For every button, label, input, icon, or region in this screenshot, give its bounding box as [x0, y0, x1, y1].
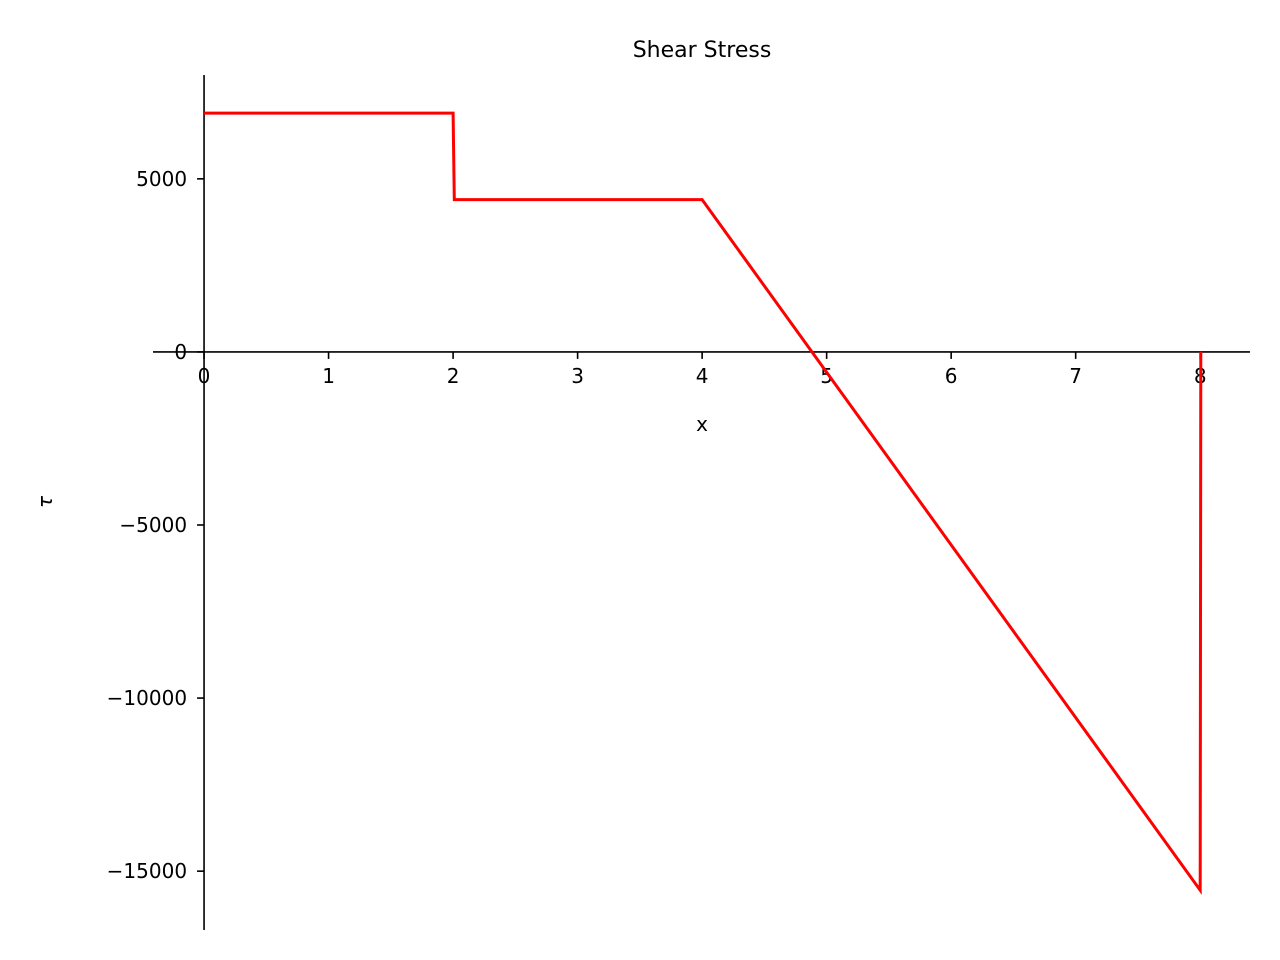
x-axis-label: x	[696, 412, 708, 436]
y-tick-label: 5000	[136, 167, 187, 191]
x-tick-label: 7	[1069, 364, 1082, 388]
axes	[153, 75, 1250, 930]
chart-title: Shear Stress	[633, 38, 772, 63]
y-tick-label: 0	[174, 340, 187, 364]
series-layer	[204, 111, 1203, 895]
y-tick-label: −15000	[107, 859, 187, 883]
x-tick-label: 2	[447, 364, 460, 388]
y-tick-label: −5000	[119, 513, 187, 537]
x-tick-label: 1	[322, 364, 335, 388]
x-tick-label: 3	[571, 364, 584, 388]
y-axis-label: τ	[33, 495, 57, 508]
x-tick-label: 4	[696, 364, 709, 388]
x-tick-label: 6	[945, 364, 958, 388]
x-tick-label: 0	[198, 364, 211, 388]
series-line-shear-stress	[204, 111, 1203, 895]
y-tick-label: −10000	[107, 686, 187, 710]
